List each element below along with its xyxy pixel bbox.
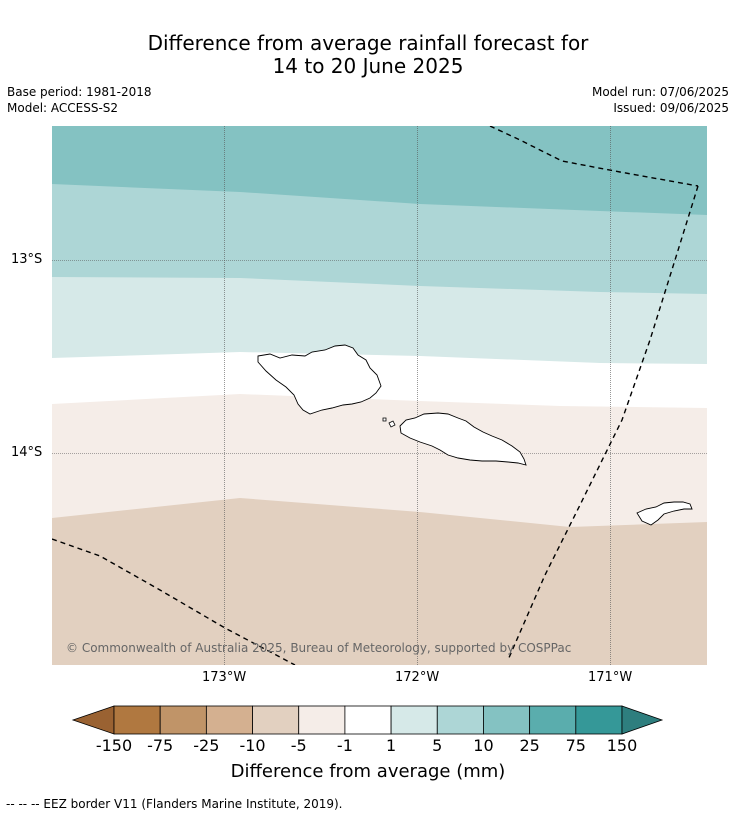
colorbar-tick-label: -10: [239, 736, 266, 755]
eez-border-north: [489, 126, 699, 187]
colorbar-segment: [205, 705, 253, 735]
colorbar-tick-label: 5: [432, 736, 443, 755]
base-period-label: Base period: 1981-2018: [7, 85, 152, 99]
colorbar: [71, 705, 664, 735]
colorbar-segment: [159, 705, 207, 735]
lon-label-171w: 171°W: [588, 670, 633, 685]
colorbar-tick-label: -150: [95, 736, 133, 755]
colorbar-segment: [298, 705, 346, 735]
upolu-island: [399, 412, 527, 466]
colorbar-tick-label: 1: [385, 736, 397, 755]
lat-label-14s: 14°S: [11, 445, 43, 460]
colorbar-segment: [344, 705, 392, 735]
lat-label-13s: 13°S: [11, 252, 43, 267]
copyright-notice: © Commonwealth of Australia 2025, Bureau…: [66, 641, 572, 655]
colorbar-tick-label: 10: [473, 736, 494, 755]
colorbar-tick-label: 25: [519, 736, 540, 755]
eez-footnote: -- -- -- EEZ border V11 (Flanders Marine…: [6, 797, 343, 811]
eez-border-east: [507, 185, 699, 661]
lon-label-172w: 172°W: [395, 670, 440, 685]
colorbar-segment: [113, 705, 161, 735]
savaii-island: [257, 344, 382, 415]
apolima-island: [382, 417, 387, 422]
colorbar-tick-label: 150: [606, 736, 638, 755]
model-label: Model: ACCESS-S2: [7, 101, 119, 115]
colorbar-tick-label: -25: [193, 736, 220, 755]
model-run-label: Model run: 07/06/2025: [591, 85, 729, 99]
colorbar-title: Difference from average (mm): [230, 761, 506, 782]
colorbar-segment: [575, 705, 623, 735]
colorbar-extend-low: [71, 705, 115, 735]
colorbar-segment: [483, 705, 531, 735]
colorbar-tick-label: -1: [336, 736, 353, 755]
map-area: [52, 126, 707, 665]
manono-island: [388, 420, 396, 428]
eez-border-southwest: [52, 538, 296, 665]
colorbar-tick-label: 75: [565, 736, 586, 755]
colorbar-segment: [390, 705, 438, 735]
issued-label: Issued: 09/06/2025: [613, 101, 729, 115]
tutuila-island: [636, 501, 693, 526]
chart-title-line1: Difference from average rainfall forecas…: [147, 31, 589, 55]
colorbar-tick-label: -5: [290, 736, 307, 755]
colorbar-segment: [436, 705, 484, 735]
colorbar-segment: [252, 705, 300, 735]
colorbar-tick-label: -75: [147, 736, 174, 755]
colorbar-extend-high: [621, 705, 664, 735]
colorbar-segment: [529, 705, 577, 735]
lon-label-173w: 173°W: [202, 670, 247, 685]
chart-title-line2: 14 to 20 June 2025: [272, 54, 464, 78]
